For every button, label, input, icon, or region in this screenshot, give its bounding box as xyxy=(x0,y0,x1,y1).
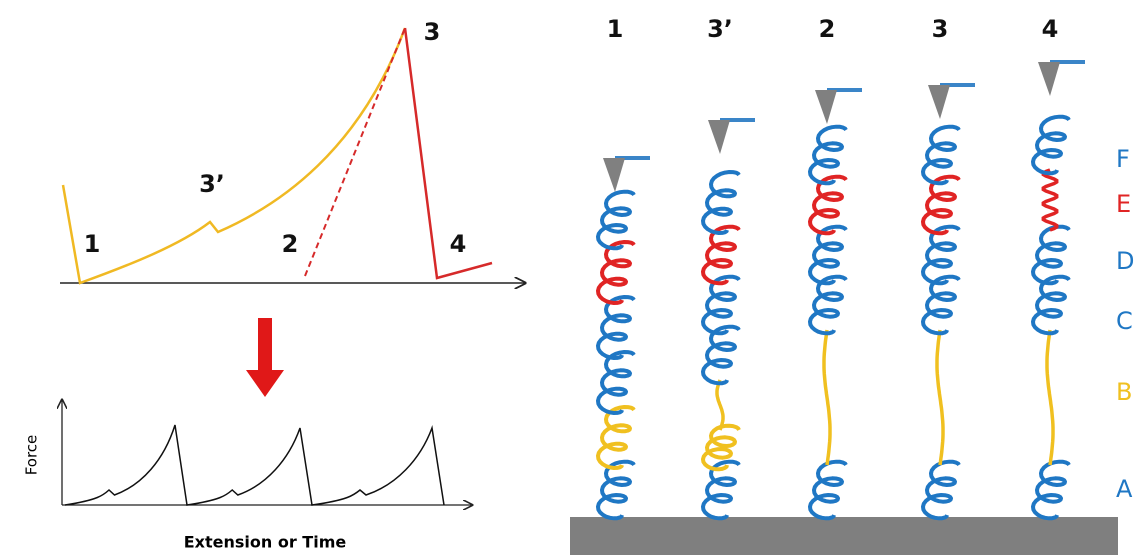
folded-domain xyxy=(921,274,961,336)
y-label: Force xyxy=(23,435,41,476)
down-arrow xyxy=(246,318,284,397)
unfolded-domain xyxy=(715,379,725,431)
peak-label: 3’ xyxy=(199,170,225,198)
folded-domain xyxy=(921,224,961,286)
x-label: Extension or Time xyxy=(184,533,347,552)
folded-domain xyxy=(1031,114,1071,176)
peak-label: 3 xyxy=(424,18,441,46)
folded-domain xyxy=(701,170,741,235)
force-curve xyxy=(61,27,407,285)
chains xyxy=(596,60,1085,521)
domain-label: B xyxy=(1116,378,1132,406)
folded-domain xyxy=(808,174,848,236)
folded-domain xyxy=(701,224,741,286)
column-label: 1 xyxy=(607,15,624,43)
folded-domain xyxy=(701,459,741,521)
domain-label: E xyxy=(1116,190,1131,218)
folded-domain xyxy=(808,274,848,336)
column-label: 3 xyxy=(932,15,949,43)
folded-domain xyxy=(1031,459,1071,521)
folded-domain xyxy=(596,459,636,521)
column-label: 3’ xyxy=(707,15,733,43)
folded-domain xyxy=(596,405,636,470)
domain-label: A xyxy=(1116,475,1133,503)
folded-domain xyxy=(596,240,636,305)
peak-label: 1 xyxy=(84,230,101,258)
column-label: 2 xyxy=(819,15,836,43)
tip xyxy=(603,158,625,192)
dashed-line xyxy=(304,27,406,277)
unfolded-domain xyxy=(935,329,945,466)
unfolded-domain xyxy=(1041,168,1059,232)
unfolded-domain xyxy=(1045,329,1055,466)
folded-domain xyxy=(596,350,636,415)
tip xyxy=(815,90,837,124)
domain-label: C xyxy=(1116,307,1133,335)
folded-domain xyxy=(808,224,848,286)
folded-domain xyxy=(596,295,636,360)
folded-domain xyxy=(596,189,636,251)
rupture-line xyxy=(403,27,493,280)
tip xyxy=(708,120,730,154)
domain-label: F xyxy=(1116,145,1130,173)
folded-domain xyxy=(808,124,848,186)
folded-domain xyxy=(701,423,741,472)
folded-domain xyxy=(701,324,741,386)
peak-label: 2 xyxy=(282,230,299,258)
folded-domain xyxy=(921,459,961,521)
folded-domain xyxy=(1031,224,1071,286)
sawtooth-curve xyxy=(64,424,445,506)
column-label: 4 xyxy=(1042,15,1059,43)
folded-domain xyxy=(808,459,848,521)
domain-label: D xyxy=(1116,247,1134,275)
peak-label: 4 xyxy=(450,230,467,258)
unfolded-domain xyxy=(822,329,832,466)
substrate xyxy=(570,517,1118,555)
folded-domain xyxy=(701,274,741,336)
tip xyxy=(1038,62,1060,96)
folded-domain xyxy=(921,124,961,186)
tip xyxy=(928,85,950,119)
folded-domain xyxy=(1031,274,1071,336)
folded-domain xyxy=(921,174,961,236)
